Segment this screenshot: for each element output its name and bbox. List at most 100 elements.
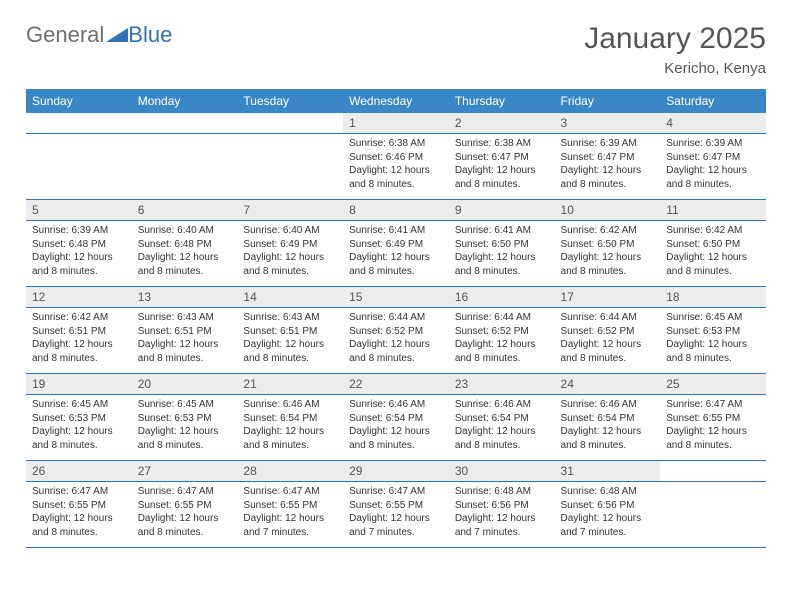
- daylight-line: Daylight: 12 hours and 7 minutes.: [243, 512, 337, 539]
- daylight-line: Daylight: 12 hours and 8 minutes.: [243, 251, 337, 278]
- sunrise-line: Sunrise: 6:44 AM: [561, 311, 655, 325]
- day-cell: Sunrise: 6:45 AMSunset: 6:53 PMDaylight:…: [660, 308, 766, 373]
- sunrise-line: Sunrise: 6:41 AM: [349, 224, 443, 238]
- logo-triangle-icon: [106, 24, 128, 47]
- day-cell: Sunrise: 6:47 AMSunset: 6:55 PMDaylight:…: [26, 482, 132, 547]
- daylight-line: Daylight: 12 hours and 8 minutes.: [561, 338, 655, 365]
- sunset-line: Sunset: 6:56 PM: [455, 499, 549, 513]
- week-body-row: Sunrise: 6:47 AMSunset: 6:55 PMDaylight:…: [26, 482, 766, 548]
- sunrise-line: Sunrise: 6:42 AM: [666, 224, 760, 238]
- day-number: 22: [343, 374, 449, 394]
- week-body-row: Sunrise: 6:42 AMSunset: 6:51 PMDaylight:…: [26, 308, 766, 374]
- day-number: 14: [237, 287, 343, 307]
- weekday-header: Saturday: [660, 89, 766, 113]
- week-daynum-row: 262728293031: [26, 461, 766, 482]
- day-cell: Sunrise: 6:43 AMSunset: 6:51 PMDaylight:…: [132, 308, 238, 373]
- sunset-line: Sunset: 6:52 PM: [349, 325, 443, 339]
- sunset-line: Sunset: 6:53 PM: [32, 412, 126, 426]
- day-cell: [132, 134, 238, 190]
- day-number: 1: [343, 113, 449, 133]
- day-cell: Sunrise: 6:46 AMSunset: 6:54 PMDaylight:…: [449, 395, 555, 460]
- day-number: 16: [449, 287, 555, 307]
- day-number: 28: [237, 461, 343, 481]
- day-cell: Sunrise: 6:47 AMSunset: 6:55 PMDaylight:…: [132, 482, 238, 547]
- day-cell: Sunrise: 6:47 AMSunset: 6:55 PMDaylight:…: [660, 395, 766, 460]
- day-cell: Sunrise: 6:39 AMSunset: 6:47 PMDaylight:…: [555, 134, 661, 199]
- sunrise-line: Sunrise: 6:48 AM: [561, 485, 655, 499]
- weekday-header: Wednesday: [343, 89, 449, 113]
- day-cell: Sunrise: 6:46 AMSunset: 6:54 PMDaylight:…: [237, 395, 343, 460]
- sunset-line: Sunset: 6:49 PM: [243, 238, 337, 252]
- sunrise-line: Sunrise: 6:45 AM: [32, 398, 126, 412]
- day-cell: Sunrise: 6:44 AMSunset: 6:52 PMDaylight:…: [343, 308, 449, 373]
- sunrise-line: Sunrise: 6:41 AM: [455, 224, 549, 238]
- day-number: 6: [132, 200, 238, 220]
- sunrise-line: Sunrise: 6:46 AM: [243, 398, 337, 412]
- day-cell: Sunrise: 6:40 AMSunset: 6:49 PMDaylight:…: [237, 221, 343, 286]
- day-number: 17: [555, 287, 661, 307]
- weekday-header: Sunday: [26, 89, 132, 113]
- page-title: January 2025: [584, 22, 766, 56]
- day-number: 23: [449, 374, 555, 394]
- week-daynum-row: 567891011: [26, 200, 766, 221]
- daylight-line: Daylight: 12 hours and 8 minutes.: [666, 164, 760, 191]
- sunrise-line: Sunrise: 6:46 AM: [349, 398, 443, 412]
- daylight-line: Daylight: 12 hours and 8 minutes.: [32, 251, 126, 278]
- day-cell: Sunrise: 6:48 AMSunset: 6:56 PMDaylight:…: [449, 482, 555, 547]
- sunset-line: Sunset: 6:49 PM: [349, 238, 443, 252]
- day-number: 27: [132, 461, 238, 481]
- sunset-line: Sunset: 6:51 PM: [138, 325, 232, 339]
- sunrise-line: Sunrise: 6:39 AM: [561, 137, 655, 151]
- day-number: [237, 113, 343, 119]
- day-number: 10: [555, 200, 661, 220]
- day-number: 30: [449, 461, 555, 481]
- daylight-line: Daylight: 12 hours and 8 minutes.: [455, 251, 549, 278]
- day-cell: Sunrise: 6:39 AMSunset: 6:48 PMDaylight:…: [26, 221, 132, 286]
- day-cell: [237, 134, 343, 190]
- day-cell: [26, 134, 132, 190]
- sunset-line: Sunset: 6:55 PM: [32, 499, 126, 513]
- weekday-header: Monday: [132, 89, 238, 113]
- day-number: 13: [132, 287, 238, 307]
- day-cell: Sunrise: 6:45 AMSunset: 6:53 PMDaylight:…: [132, 395, 238, 460]
- sunset-line: Sunset: 6:52 PM: [561, 325, 655, 339]
- sunrise-line: Sunrise: 6:39 AM: [666, 137, 760, 151]
- day-cell: Sunrise: 6:44 AMSunset: 6:52 PMDaylight:…: [449, 308, 555, 373]
- daylight-line: Daylight: 12 hours and 8 minutes.: [455, 338, 549, 365]
- sunset-line: Sunset: 6:47 PM: [561, 151, 655, 165]
- sunset-line: Sunset: 6:54 PM: [455, 412, 549, 426]
- daylight-line: Daylight: 12 hours and 7 minutes.: [455, 512, 549, 539]
- daylight-line: Daylight: 12 hours and 7 minutes.: [561, 512, 655, 539]
- location-subtitle: Kericho, Kenya: [584, 60, 766, 77]
- day-number: 20: [132, 374, 238, 394]
- sunset-line: Sunset: 6:52 PM: [455, 325, 549, 339]
- logo-text-blue: Blue: [128, 22, 172, 48]
- daylight-line: Daylight: 12 hours and 8 minutes.: [32, 425, 126, 452]
- day-number: 15: [343, 287, 449, 307]
- daylight-line: Daylight: 12 hours and 8 minutes.: [561, 164, 655, 191]
- sunrise-line: Sunrise: 6:47 AM: [243, 485, 337, 499]
- sunset-line: Sunset: 6:48 PM: [32, 238, 126, 252]
- daylight-line: Daylight: 12 hours and 8 minutes.: [455, 425, 549, 452]
- daylight-line: Daylight: 12 hours and 8 minutes.: [349, 338, 443, 365]
- sunrise-line: Sunrise: 6:47 AM: [138, 485, 232, 499]
- sunset-line: Sunset: 6:53 PM: [666, 325, 760, 339]
- sunrise-line: Sunrise: 6:45 AM: [666, 311, 760, 325]
- sunrise-line: Sunrise: 6:45 AM: [138, 398, 232, 412]
- day-cell: Sunrise: 6:47 AMSunset: 6:55 PMDaylight:…: [237, 482, 343, 547]
- calendar-body: 1234Sunrise: 6:38 AMSunset: 6:46 PMDayli…: [26, 113, 766, 548]
- day-number: 12: [26, 287, 132, 307]
- sunset-line: Sunset: 6:55 PM: [666, 412, 760, 426]
- sunset-line: Sunset: 6:46 PM: [349, 151, 443, 165]
- daylight-line: Daylight: 12 hours and 8 minutes.: [349, 164, 443, 191]
- sunset-line: Sunset: 6:50 PM: [455, 238, 549, 252]
- daylight-line: Daylight: 12 hours and 7 minutes.: [349, 512, 443, 539]
- day-number: 26: [26, 461, 132, 481]
- week-body-row: Sunrise: 6:39 AMSunset: 6:48 PMDaylight:…: [26, 221, 766, 287]
- sunrise-line: Sunrise: 6:39 AM: [32, 224, 126, 238]
- day-number: 8: [343, 200, 449, 220]
- sunset-line: Sunset: 6:55 PM: [349, 499, 443, 513]
- day-cell: Sunrise: 6:46 AMSunset: 6:54 PMDaylight:…: [343, 395, 449, 460]
- day-cell: Sunrise: 6:41 AMSunset: 6:50 PMDaylight:…: [449, 221, 555, 286]
- daylight-line: Daylight: 12 hours and 8 minutes.: [32, 338, 126, 365]
